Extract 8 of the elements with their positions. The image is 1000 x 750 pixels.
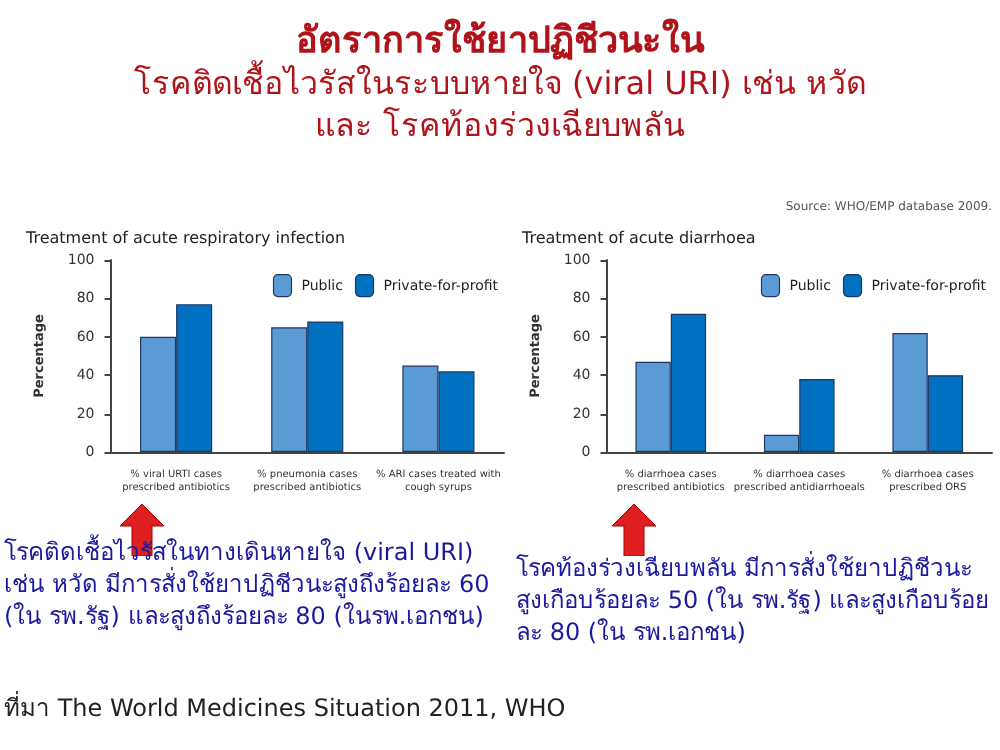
text: โรคท้องร่วงเฉียบพลัน มีการสั่งใช้ยาปฏิชีวนะสูงเกือบร้อยละ 50 (ใน รพ.รัฐ) และสูงเกือบร้อยละ 80 (ใน รพ.เอกชน): [516, 552, 992, 648]
text: โรคติดเชื้อไวรัสในระบบหายใจ (viral URI) เช่น หวัด: [131, 62, 869, 104]
chart-title: Treatment of acute diarrhoea: [520, 229, 756, 247]
text: ที่มา The World Medicines Situation 2011, WHO: [4, 689, 566, 726]
text: โรคติดเชื้อไวรัสในทางเดินหายใจ (viral URI) เช่น หวัด มีการสั่งใช้ยาปฏิชีวนะสูงถึงร้อยละ 60 (ใน รพ.รัฐ) และสูงถึงร้อยละ 80 (ในรพ.เอกชน): [4, 536, 492, 632]
chart-title: Treatment of acute respiratory infection: [24, 229, 346, 247]
text: และ โรคท้องร่วงเฉียบพลัน: [312, 104, 688, 146]
text: อัตราการใช้ยาปฏิชีวนะใน: [296, 20, 707, 62]
